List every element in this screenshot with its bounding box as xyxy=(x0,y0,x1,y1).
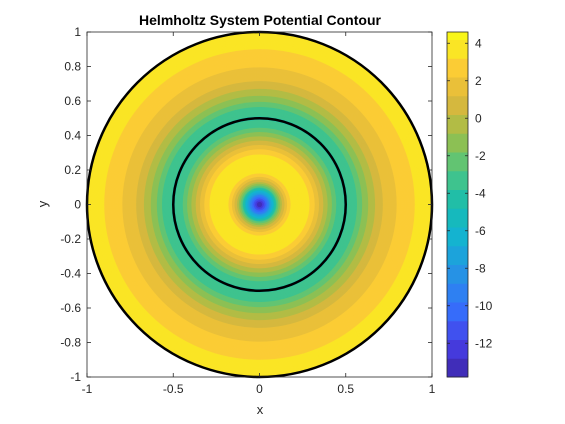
colorbar-band xyxy=(447,189,468,209)
colorbar-band xyxy=(447,77,468,97)
y-tick-label: 1 xyxy=(74,25,81,39)
colorbar-tick-label: -6 xyxy=(475,224,486,238)
x-axis: -1 -0.5 0 0.5 1 xyxy=(82,32,436,396)
x-tick-label: 1 xyxy=(429,382,436,396)
colorbar-band xyxy=(447,114,468,134)
colorbar-band xyxy=(447,245,468,265)
colorbar-band xyxy=(447,227,468,247)
chart-title: Helmholtz System Potential Contour xyxy=(139,12,381,28)
colorbar-band xyxy=(447,358,468,378)
colorbar-tick-label: -8 xyxy=(475,261,486,275)
x-axis-label: x xyxy=(257,402,264,417)
colorbar-band xyxy=(447,339,468,359)
y-tick-label: 0.8 xyxy=(64,60,81,74)
colorbar-frame xyxy=(446,31,469,378)
x-tick-label: -0.5 xyxy=(163,382,184,396)
y-tick-label: 0.6 xyxy=(64,94,81,108)
y-axis-label: y xyxy=(35,200,50,207)
colorbar-band xyxy=(447,32,468,40)
colorbar-band xyxy=(447,133,468,153)
colorbar xyxy=(447,32,468,378)
colorbar-tick-label: 2 xyxy=(475,74,482,88)
y-tick-label: 0.4 xyxy=(64,129,81,143)
colorbar-band xyxy=(447,58,468,78)
x-tick-label: 0 xyxy=(256,382,263,396)
colorbar-band xyxy=(447,152,468,172)
x-tick-label: 0.5 xyxy=(337,382,354,396)
contour-bands xyxy=(87,32,432,377)
colorbar-tick-label: -12 xyxy=(475,336,493,350)
y-tick-label: 0 xyxy=(74,198,81,212)
y-tick-label: -0.6 xyxy=(60,301,81,315)
colorbar-band xyxy=(447,208,468,228)
colorbar-tick-label: -4 xyxy=(475,186,486,200)
colorbar-tick-label: 4 xyxy=(475,36,482,50)
contour-band xyxy=(258,203,261,206)
colorbar-band xyxy=(447,320,468,340)
colorbar-band xyxy=(447,170,468,190)
colorbar-ticks: 4 2 0 -2 -4 -6 -8 -10 -12 xyxy=(447,36,493,350)
boundary-circle xyxy=(172,117,347,292)
y-tick-label: -0.8 xyxy=(60,336,81,350)
y-tick-label: 0.2 xyxy=(64,163,81,177)
y-tick-label: -1 xyxy=(70,370,81,384)
colorbar-band xyxy=(447,264,468,284)
y-axis: -1 -0.8 -0.6 -0.4 -0.2 0 0.2 0.4 0.6 0.8 1 xyxy=(60,25,432,384)
colorbar-tick-label: -2 xyxy=(475,149,486,163)
colorbar-band xyxy=(447,39,468,59)
colorbar-band xyxy=(447,95,468,115)
colorbar-tick-label: -10 xyxy=(475,299,493,313)
colorbar-band xyxy=(447,302,468,322)
y-tick-label: -0.4 xyxy=(60,267,81,281)
x-tick-label: -1 xyxy=(82,382,93,396)
colorbar-tick-label: 0 xyxy=(475,111,482,125)
y-tick-label: -0.2 xyxy=(60,232,81,246)
colorbar-band xyxy=(447,283,468,303)
